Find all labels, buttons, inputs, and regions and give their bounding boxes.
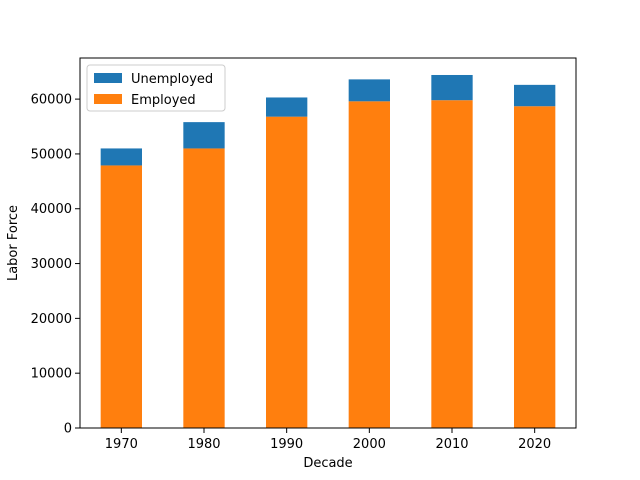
x-tick-label: 1990	[270, 437, 303, 452]
bar-unemployed-2020	[514, 84, 556, 107]
y-tick-label: 30000	[31, 257, 72, 272]
bar-unemployed-2000	[348, 79, 390, 102]
legend-swatch-unemployed	[94, 73, 122, 83]
bar-unemployed-2010	[431, 74, 473, 101]
bars-group	[100, 74, 556, 429]
x-tick-label: 1980	[187, 437, 220, 452]
bar-employed-2020	[514, 106, 556, 429]
legend: Unemployed Employed	[86, 64, 226, 112]
bar-employed-1990	[266, 116, 308, 429]
legend-swatch-employed	[94, 94, 122, 104]
x-axis-label: Decade	[303, 456, 352, 471]
y-tick-label: 50000	[31, 147, 72, 162]
y-axis-label: Labor Force	[6, 205, 21, 281]
x-axis-ticks: 1970 1980 1990 2000 2010 2020	[105, 428, 551, 452]
legend-label-unemployed: Unemployed	[131, 72, 213, 87]
bar-unemployed-1990	[266, 97, 308, 117]
y-axis-ticks: 0 10000 20000 30000 40000 50000 60000	[31, 93, 80, 437]
y-tick-label: 60000	[31, 93, 72, 108]
bar-employed-2010	[431, 100, 473, 429]
plot-area-background	[80, 58, 576, 428]
bar-unemployed-1980	[183, 122, 225, 149]
x-tick-label: 2010	[435, 437, 468, 452]
x-tick-label: 2000	[353, 437, 386, 452]
bar-employed-2000	[348, 101, 390, 429]
bar-unemployed-1970	[100, 148, 142, 166]
x-tick-label: 2020	[518, 437, 551, 452]
y-tick-label: 40000	[31, 202, 72, 217]
bar-employed-1980	[183, 148, 225, 428]
bar-employed-1970	[100, 165, 142, 428]
y-tick-label: 20000	[31, 312, 72, 327]
legend-label-employed: Employed	[131, 93, 196, 108]
x-tick-label: 1970	[105, 437, 138, 452]
y-tick-label: 10000	[31, 367, 72, 382]
plot-frame	[79, 57, 577, 429]
y-tick-label: 0	[64, 422, 72, 437]
